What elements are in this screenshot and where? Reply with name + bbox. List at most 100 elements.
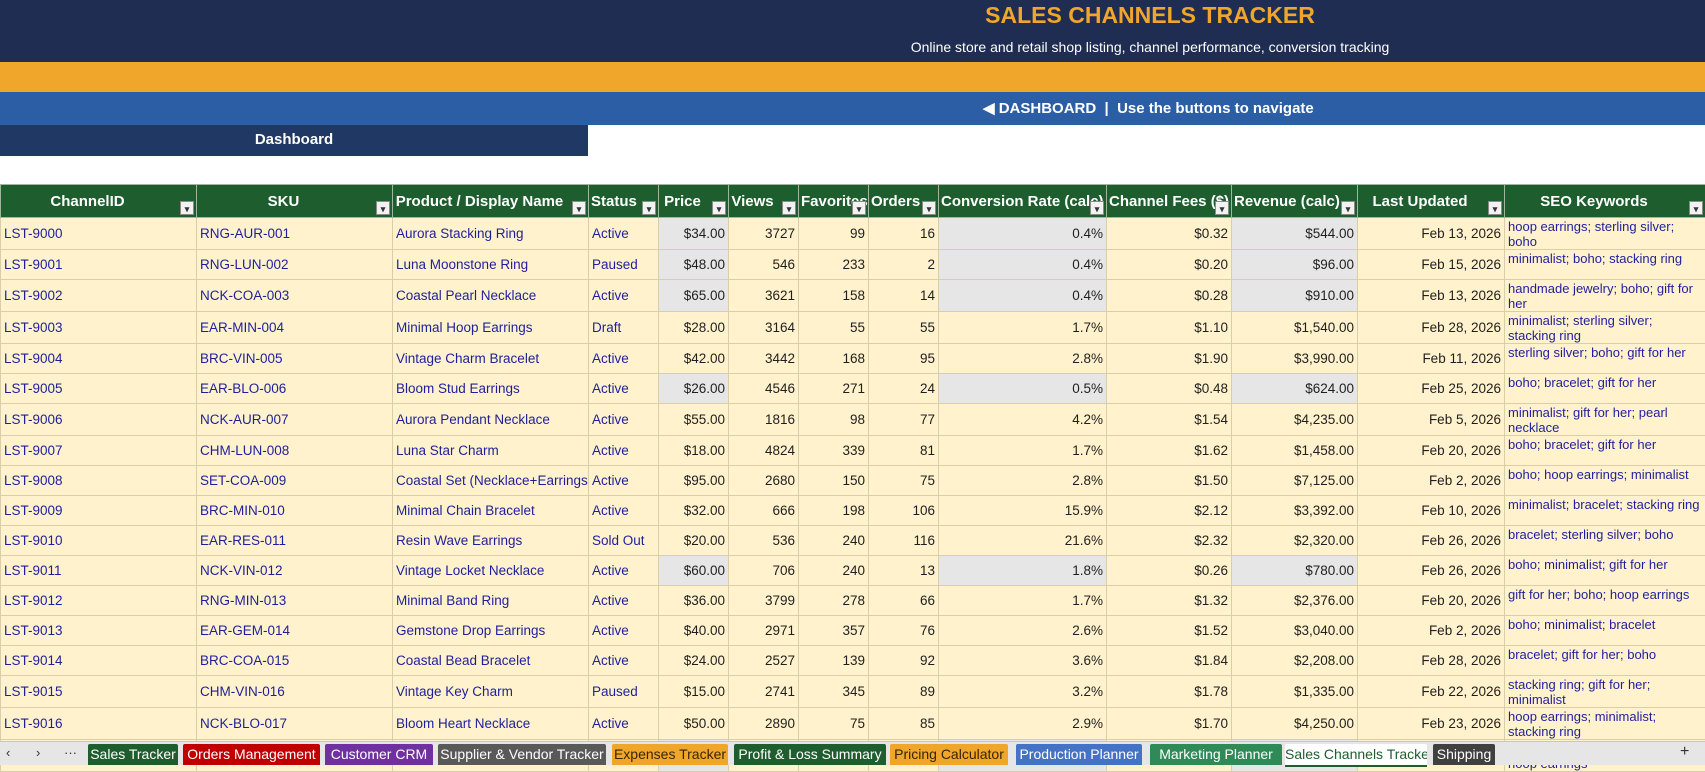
- filter-dropdown-icon[interactable]: ▾: [1689, 201, 1703, 215]
- table-cell[interactable]: LST-9014: [1, 646, 197, 676]
- table-cell[interactable]: $780.00: [1232, 556, 1358, 586]
- table-cell[interactable]: $65.00: [659, 280, 729, 312]
- table-cell[interactable]: 233: [799, 250, 869, 280]
- table-cell[interactable]: Paused: [589, 250, 659, 280]
- table-cell[interactable]: $55.00: [659, 404, 729, 436]
- table-cell[interactable]: $0.28: [1107, 280, 1232, 312]
- table-cell[interactable]: 1.8%: [939, 556, 1107, 586]
- table-cell[interactable]: Feb 20, 2026: [1358, 586, 1505, 616]
- table-cell[interactable]: $60.00: [659, 556, 729, 586]
- table-cell[interactable]: LST-9001: [1, 250, 197, 280]
- table-cell[interactable]: 81: [869, 436, 939, 466]
- table-cell[interactable]: 106: [869, 496, 939, 526]
- table-cell[interactable]: Aurora Stacking Ring: [393, 218, 589, 250]
- table-cell[interactable]: 24: [869, 374, 939, 404]
- table-cell[interactable]: $4,235.00: [1232, 404, 1358, 436]
- table-cell[interactable]: $910.00: [1232, 280, 1358, 312]
- table-cell[interactable]: EAR-MIN-004: [197, 312, 393, 344]
- table-cell[interactable]: Paused: [589, 676, 659, 708]
- table-cell[interactable]: 75: [799, 708, 869, 740]
- sheet-tab[interactable]: Orders Management: [183, 744, 320, 765]
- table-cell[interactable]: $1.32: [1107, 586, 1232, 616]
- table-cell[interactable]: 2.8%: [939, 466, 1107, 496]
- table-cell[interactable]: Feb 28, 2026: [1358, 646, 1505, 676]
- table-cell[interactable]: Coastal Set (Necklace+Earrings): [393, 466, 589, 496]
- table-cell[interactable]: Vintage Charm Bracelet: [393, 344, 589, 374]
- table-cell[interactable]: LST-9010: [1, 526, 197, 556]
- table-cell[interactable]: RNG-MIN-013: [197, 586, 393, 616]
- table-cell[interactable]: 240: [799, 526, 869, 556]
- table-cell[interactable]: Sold Out: [589, 526, 659, 556]
- table-cell[interactable]: stacking ring; gift for her; minimalist: [1505, 676, 1705, 708]
- table-cell[interactable]: 339: [799, 436, 869, 466]
- sheet-tab[interactable]: Expenses Tracker: [612, 744, 728, 765]
- table-cell[interactable]: LST-9009: [1, 496, 197, 526]
- table-cell[interactable]: 271: [799, 374, 869, 404]
- table-cell[interactable]: SET-COA-009: [197, 466, 393, 496]
- table-cell[interactable]: EAR-BLO-006: [197, 374, 393, 404]
- filter-dropdown-icon[interactable]: ▾: [572, 201, 586, 215]
- filter-dropdown-icon[interactable]: ▾: [922, 201, 936, 215]
- table-cell[interactable]: 0.4%: [939, 218, 1107, 250]
- table-cell[interactable]: LST-9007: [1, 436, 197, 466]
- filter-dropdown-icon[interactable]: ▾: [852, 201, 866, 215]
- table-cell[interactable]: 99: [799, 218, 869, 250]
- table-cell[interactable]: BRC-COA-015: [197, 646, 393, 676]
- table-cell[interactable]: 150: [799, 466, 869, 496]
- table-cell[interactable]: hoop earrings; sterling silver; boho: [1505, 218, 1705, 250]
- table-cell[interactable]: $42.00: [659, 344, 729, 374]
- tab-prev-icon[interactable]: ‹: [6, 745, 10, 760]
- table-cell[interactable]: LST-9008: [1, 466, 197, 496]
- table-cell[interactable]: $624.00: [1232, 374, 1358, 404]
- table-cell[interactable]: LST-9012: [1, 586, 197, 616]
- table-cell[interactable]: $32.00: [659, 496, 729, 526]
- table-cell[interactable]: BRC-MIN-010: [197, 496, 393, 526]
- dashboard-button[interactable]: Dashboard: [0, 125, 588, 156]
- table-cell[interactable]: $2,320.00: [1232, 526, 1358, 556]
- table-cell[interactable]: Coastal Bead Bracelet: [393, 646, 589, 676]
- table-cell[interactable]: Active: [589, 646, 659, 676]
- sheet-tab[interactable]: Sales Tracker: [88, 744, 178, 765]
- table-cell[interactable]: $40.00: [659, 616, 729, 646]
- table-cell[interactable]: NCK-BLO-017: [197, 708, 393, 740]
- table-cell[interactable]: 0.5%: [939, 374, 1107, 404]
- table-cell[interactable]: $1.84: [1107, 646, 1232, 676]
- table-cell[interactable]: Active: [589, 218, 659, 250]
- table-cell[interactable]: 0.4%: [939, 250, 1107, 280]
- table-cell[interactable]: RNG-AUR-001: [197, 218, 393, 250]
- table-cell[interactable]: 116: [869, 526, 939, 556]
- table-cell[interactable]: minimalist; gift for her; pearl necklace: [1505, 404, 1705, 436]
- filter-dropdown-icon[interactable]: ▾: [1341, 201, 1355, 215]
- table-cell[interactable]: 357: [799, 616, 869, 646]
- table-cell[interactable]: LST-9005: [1, 374, 197, 404]
- table-cell[interactable]: Feb 23, 2026: [1358, 708, 1505, 740]
- table-cell[interactable]: $1.62: [1107, 436, 1232, 466]
- table-cell[interactable]: $48.00: [659, 250, 729, 280]
- filter-dropdown-icon[interactable]: ▾: [1215, 201, 1229, 215]
- table-cell[interactable]: LST-9006: [1, 404, 197, 436]
- table-cell[interactable]: 13: [869, 556, 939, 586]
- table-cell[interactable]: 4.2%: [939, 404, 1107, 436]
- table-cell[interactable]: NCK-COA-003: [197, 280, 393, 312]
- table-cell[interactable]: Feb 13, 2026: [1358, 218, 1505, 250]
- table-cell[interactable]: $2.12: [1107, 496, 1232, 526]
- table-cell[interactable]: Aurora Pendant Necklace: [393, 404, 589, 436]
- table-cell[interactable]: Feb 28, 2026: [1358, 312, 1505, 344]
- table-cell[interactable]: 2.6%: [939, 616, 1107, 646]
- table-cell[interactable]: Minimal Chain Bracelet: [393, 496, 589, 526]
- table-cell[interactable]: Feb 10, 2026: [1358, 496, 1505, 526]
- table-cell[interactable]: Active: [589, 374, 659, 404]
- table-cell[interactable]: 3164: [729, 312, 799, 344]
- table-cell[interactable]: EAR-RES-011: [197, 526, 393, 556]
- table-cell[interactable]: $15.00: [659, 676, 729, 708]
- table-cell[interactable]: 198: [799, 496, 869, 526]
- table-cell[interactable]: 77: [869, 404, 939, 436]
- table-cell[interactable]: $95.00: [659, 466, 729, 496]
- table-cell[interactable]: $36.00: [659, 586, 729, 616]
- table-cell[interactable]: RNG-LUN-002: [197, 250, 393, 280]
- table-cell[interactable]: 345: [799, 676, 869, 708]
- table-cell[interactable]: Vintage Key Charm: [393, 676, 589, 708]
- table-cell[interactable]: LST-9016: [1, 708, 197, 740]
- table-cell[interactable]: sterling silver; boho; gift for her: [1505, 344, 1705, 374]
- table-cell[interactable]: 85: [869, 708, 939, 740]
